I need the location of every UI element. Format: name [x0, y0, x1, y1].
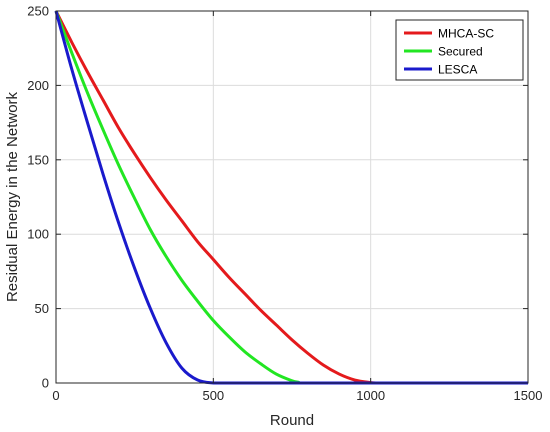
legend-label-mhca-sc: MHCA-SC — [438, 27, 494, 41]
legend-label-lesca: LESCA — [438, 63, 477, 77]
grid-lines — [56, 11, 528, 383]
y-tick-label: 50 — [35, 301, 49, 316]
y-tick-label: 0 — [42, 376, 49, 391]
series-line-mhca-sc — [54, 10, 387, 385]
legend-label-secured: Secured — [438, 45, 483, 59]
x-tick-label: 0 — [52, 388, 59, 403]
legend: MHCA-SC Secured LESCA — [395, 19, 524, 81]
axis-ticks: 0 500 1000 1500 0 50 100 150 200 250 — [27, 4, 542, 404]
y-axis-label: Residual Energy in the Network — [4, 91, 21, 302]
y-tick-label: 250 — [27, 4, 49, 19]
y-tick-label: 150 — [27, 152, 49, 167]
x-axis-label: Round — [270, 412, 314, 429]
x-tick-label: 1000 — [356, 388, 385, 403]
y-tick-label: 100 — [27, 227, 49, 242]
x-tick-label: 1500 — [514, 388, 543, 403]
x-tick-label: 500 — [202, 388, 224, 403]
plot-frame — [55, 10, 529, 384]
y-tick-label: 200 — [27, 78, 49, 93]
